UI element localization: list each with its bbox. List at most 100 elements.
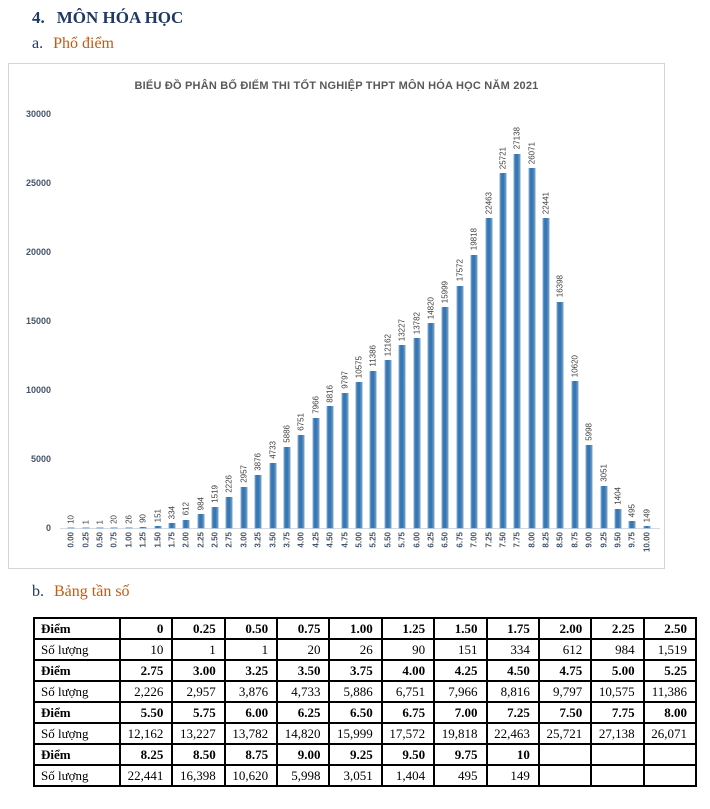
bar	[600, 485, 608, 528]
bar	[470, 254, 478, 528]
category-tick-dash	[470, 527, 478, 529]
bar	[585, 445, 593, 528]
table-cell: 0.50	[223, 617, 279, 640]
bar-value-label: 5998	[584, 423, 594, 442]
table-cell: 3.75	[328, 659, 383, 682]
table-cell: 7.00	[433, 701, 488, 724]
x-axis-tick-label: 5.75	[397, 532, 407, 548]
bar	[571, 381, 579, 528]
x-axis-tick-label: 8.25	[541, 532, 551, 548]
table-cell: 334	[485, 638, 540, 661]
x-axis-tick-label: 5.25	[368, 532, 378, 548]
table-cell: 10,620	[223, 764, 279, 787]
table-cell: 4.50	[485, 659, 540, 682]
x-axis-tick-label: 0.25	[81, 532, 91, 548]
bar	[398, 345, 406, 528]
table-cell: 9.75	[433, 743, 488, 766]
bar-column: 149 10.00	[640, 114, 654, 552]
category-tick-dash	[513, 527, 521, 529]
table-cell: 10,575	[590, 680, 645, 703]
x-axis-tick-label: 8.00	[527, 532, 537, 548]
x-axis-tick-label: 0.50	[95, 532, 105, 548]
bar	[614, 508, 622, 528]
table-cell: 9.25	[328, 743, 383, 766]
table-cell: 3,051	[328, 764, 383, 787]
x-axis-tick-label: 2.00	[181, 532, 191, 548]
category-tick-dash	[326, 527, 334, 529]
bar-column: 27138 7.75	[510, 114, 524, 547]
bar-value-label: 151	[153, 508, 163, 522]
category-tick-dash	[528, 527, 536, 529]
bar-column: 14820 6.25	[424, 114, 438, 547]
y-axis-tick-label: 20000	[25, 247, 51, 257]
table-cell: 0.75	[276, 617, 331, 640]
bar	[240, 487, 248, 528]
bar-value-label: 25721	[498, 146, 508, 170]
bar-value-label: 16398	[555, 275, 565, 298]
table-cell: 6,751	[380, 680, 436, 703]
category-tick-dash	[600, 527, 608, 529]
table-cell: 9,797	[537, 680, 593, 703]
table-row: Số lượng 10 1 1 20 26 90 151 334 612 984 1,519	[33, 638, 698, 661]
table-cell	[537, 764, 593, 787]
bar-value-label: 13782	[412, 311, 422, 334]
x-axis-tick-label: 5.50	[383, 532, 393, 548]
x-axis-tick-label: 7.75	[512, 532, 522, 548]
subheading-b-label: Bảng tần số	[54, 583, 130, 600]
table-cell: 5.25	[642, 659, 698, 682]
table-row: Điểm 5.50 5.75 6.00 6.25 6.50 6.75 7.00 7.25 7.50…	[33, 701, 698, 724]
table-cell: 26,071	[642, 722, 698, 745]
x-axis-tick-label: 0.00	[66, 532, 76, 548]
category-tick-dash	[110, 527, 118, 529]
table-cell: 4.25	[433, 659, 488, 682]
category-tick-dash	[254, 527, 262, 529]
bar-value-label: 7966	[311, 396, 321, 415]
bar	[427, 323, 435, 528]
bar-column: 1 0.25	[78, 114, 92, 548]
table-cell: 8.25	[118, 743, 174, 766]
bar-value-label: 26	[124, 514, 134, 524]
category-tick-dash	[225, 527, 233, 529]
table-cell: 9.00	[276, 743, 331, 766]
bar	[413, 337, 421, 528]
table-cell: 7.75	[590, 701, 645, 724]
table-cell: 16,398	[171, 764, 226, 787]
category-tick-dash	[125, 527, 133, 529]
bar-value-label: 984	[196, 497, 206, 511]
category-tick-dash	[154, 527, 162, 529]
x-axis-tick-label: 3.75	[282, 532, 292, 548]
y-axis-tick-label: 0	[45, 523, 51, 533]
category-tick-dash	[197, 527, 205, 529]
bar-column: 13782 6.00	[409, 114, 423, 548]
bar-column: 13227 5.75	[395, 114, 409, 547]
category-tick-dash	[628, 527, 636, 529]
table-cell: 6.00	[223, 701, 279, 724]
x-axis-tick-label: 4.75	[340, 532, 350, 548]
x-axis-tick-label: 9.00	[584, 532, 594, 548]
y-axis-tick-label: 30000	[25, 109, 51, 119]
table-row: Điểm 0 0.25 0.50 0.75 1.00 1.25 1.50 1.75 2.00 2.2…	[33, 617, 698, 640]
x-axis-tick-label: 8.75	[570, 532, 580, 548]
table-cell: 1	[171, 638, 226, 661]
table-cell: 2.00	[537, 617, 593, 640]
table-cell: 2.50	[642, 617, 698, 640]
category-tick-dash	[297, 527, 305, 529]
x-axis-tick-label: 2.50	[210, 532, 220, 548]
bar	[384, 360, 392, 528]
bar-value-label: 17572	[455, 259, 465, 282]
subheading-a-label: Phổ điểm	[53, 35, 114, 52]
bar-value-label: 8816	[325, 384, 335, 403]
x-axis-tick-label: 5.00	[354, 532, 364, 548]
subheading-pho-diem: a. Phổ điểm	[32, 35, 114, 53]
table-cell: 5,886	[328, 680, 383, 703]
bar-value-label: 9797	[340, 371, 350, 389]
bar-value-label: 10	[66, 514, 76, 524]
y-axis-tick-label: 25000	[25, 178, 51, 188]
table-cell: 1.50	[433, 617, 488, 640]
table-row: Điểm 8.25 8.50 8.75 9.00 9.25 9.50 9.75 10	[33, 743, 698, 766]
bar	[499, 173, 507, 528]
subheading-b-prefix: b.	[32, 583, 44, 600]
bar-column: 2226 2.75	[222, 114, 236, 547]
table-cell: 10	[485, 743, 540, 766]
bar-value-label: 334	[167, 506, 177, 520]
